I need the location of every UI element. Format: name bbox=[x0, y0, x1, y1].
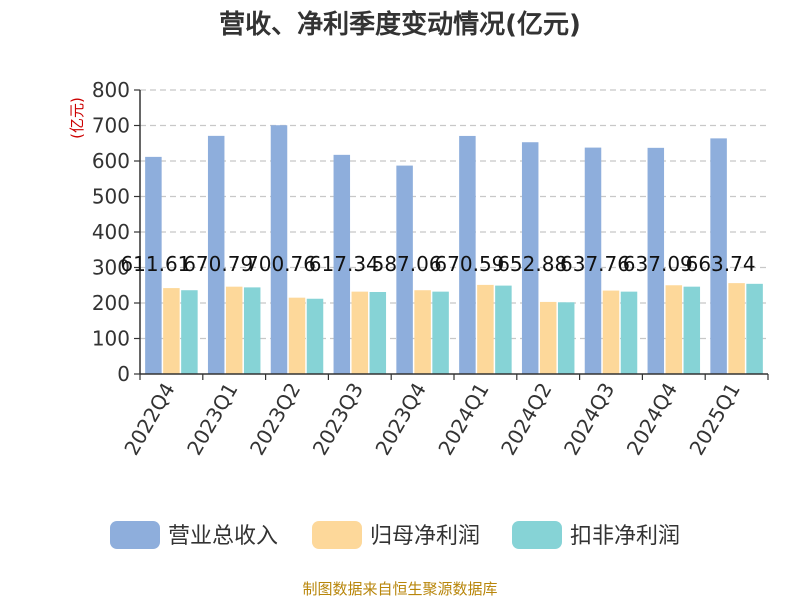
data-label: 637.76 bbox=[560, 252, 630, 276]
x-tick-label: 2024Q3 bbox=[559, 379, 619, 460]
bar-3-2023Q2 bbox=[306, 298, 324, 374]
chart-title: 营收、净利季度变动情况(亿元) bbox=[219, 9, 581, 40]
legend-swatch bbox=[312, 521, 362, 549]
bar-3-2024Q2 bbox=[557, 302, 575, 374]
legend-label: 扣非净利润 bbox=[570, 524, 680, 549]
data-label: 670.59 bbox=[434, 252, 504, 276]
data-label: 617.34 bbox=[309, 252, 379, 276]
bar-3-2023Q3 bbox=[369, 291, 387, 374]
source-note: 制图数据来自恒生聚源数据库 bbox=[302, 580, 497, 598]
x-tick-label: 2023Q2 bbox=[245, 379, 305, 460]
x-tick-label: 2022Q4 bbox=[119, 379, 179, 460]
y-tick-label: 400 bbox=[92, 220, 130, 244]
bar-3-2024Q3 bbox=[620, 291, 638, 374]
bar-2-2022Q4 bbox=[163, 288, 180, 374]
y-tick-label: 600 bbox=[92, 149, 130, 173]
bar-3-2024Q4 bbox=[683, 286, 701, 374]
x-tick-label: 2024Q1 bbox=[433, 379, 493, 460]
bar-1-2022Q4 bbox=[145, 156, 162, 374]
bar-2-2023Q2 bbox=[288, 297, 306, 374]
y-tick-label: 500 bbox=[92, 185, 130, 209]
data-label: 611.61 bbox=[120, 252, 190, 276]
data-label: 663.74 bbox=[686, 252, 756, 276]
y-tick-label: 800 bbox=[92, 78, 130, 102]
bar-1-2023Q1 bbox=[207, 135, 225, 374]
y-tick-label: 100 bbox=[92, 327, 130, 351]
legend: 营业总收入 归母净利润 扣非净利润 bbox=[110, 521, 680, 549]
axes bbox=[134, 89, 769, 380]
bar-3-2024Q1 bbox=[495, 285, 512, 374]
bar-2-2023Q3 bbox=[351, 291, 369, 374]
x-tick-label: 2023Q1 bbox=[182, 379, 242, 460]
x-tick-label: 2023Q3 bbox=[308, 379, 368, 460]
bar-3-2023Q1 bbox=[243, 287, 261, 374]
data-label: 670.79 bbox=[183, 252, 253, 276]
bar-2-2023Q4 bbox=[414, 290, 431, 374]
bar-1-2024Q1 bbox=[459, 135, 476, 374]
bar-1-2023Q3 bbox=[333, 154, 351, 374]
y-tick-label: 300 bbox=[92, 256, 130, 280]
y-tick-labels: 0 100 200 300 400 500 600 700 800 bbox=[92, 78, 130, 386]
legend-label: 归母净利润 bbox=[370, 524, 480, 549]
bar-1-2023Q4 bbox=[396, 165, 413, 374]
x-tick-label: 2023Q4 bbox=[370, 379, 430, 460]
bar-2-2025Q1 bbox=[728, 283, 745, 374]
x-tick-label: 2025Q1 bbox=[684, 379, 744, 460]
bar-1-2024Q4 bbox=[647, 147, 665, 374]
bar-1-2025Q1 bbox=[710, 138, 727, 374]
legend-label: 营业总收入 bbox=[168, 524, 278, 549]
bar-1-2023Q2 bbox=[270, 125, 288, 375]
bar-3-2023Q4 bbox=[432, 291, 449, 374]
data-label: 587.06 bbox=[372, 252, 442, 276]
x-tick-labels: 2022Q4 2023Q1 2023Q2 2023Q3 2023Q4 2024Q1 2024… bbox=[119, 379, 745, 460]
data-labels: 611.61670.79700.76617.34587.06670.59652.… bbox=[120, 252, 755, 276]
bar-2-2024Q1 bbox=[477, 284, 494, 374]
data-label: 637.09 bbox=[623, 252, 693, 276]
legend-swatch bbox=[512, 521, 562, 549]
y-tick-label: 0 bbox=[117, 362, 130, 386]
bar-3-2022Q4 bbox=[181, 290, 198, 374]
bar-1-2024Q2 bbox=[521, 142, 539, 374]
x-tick-label: 2024Q2 bbox=[496, 379, 556, 460]
legend-swatch bbox=[110, 521, 160, 549]
y-tick-label: 700 bbox=[92, 114, 130, 138]
bar-2-2023Q1 bbox=[225, 286, 243, 374]
data-label: 700.76 bbox=[246, 252, 316, 276]
y-axis-label: (亿元) bbox=[68, 97, 86, 139]
data-label: 652.88 bbox=[497, 252, 567, 276]
bar-2-2024Q3 bbox=[602, 290, 620, 374]
x-tick-label: 2024Q4 bbox=[622, 379, 682, 460]
bars bbox=[145, 125, 763, 375]
y-tick-label: 200 bbox=[92, 291, 130, 315]
bar-2-2024Q2 bbox=[539, 301, 557, 374]
bar-1-2024Q3 bbox=[584, 147, 602, 374]
bar-2-2024Q4 bbox=[665, 285, 683, 374]
bar-3-2025Q1 bbox=[746, 283, 763, 374]
